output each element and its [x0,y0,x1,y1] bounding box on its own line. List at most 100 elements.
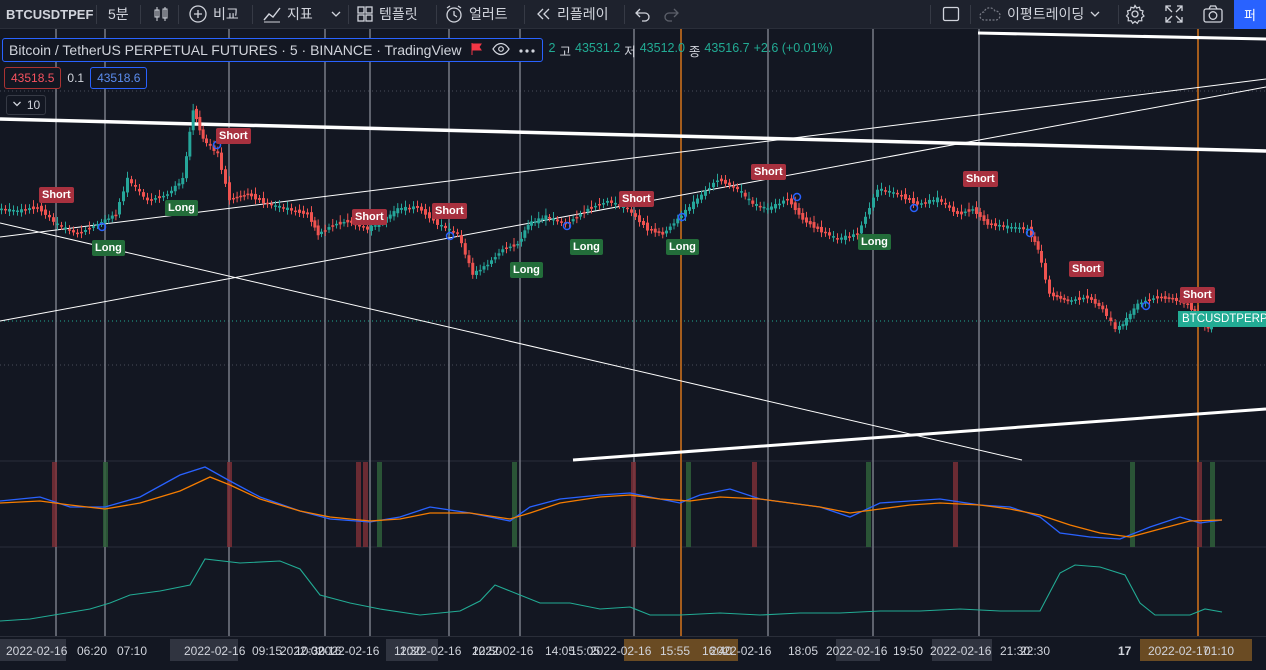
candle-body [505,247,508,249]
time-tick-label: 2022-02-16 [400,644,462,658]
candle-body [732,186,735,188]
candle-body [526,224,530,230]
candle-body [665,230,668,234]
long-signal-label: Long [92,240,125,256]
candle-body [316,225,320,236]
candle-body [708,187,711,190]
candle-body [848,236,851,238]
alert-label: 얼러트 [469,6,508,22]
indicators-collapse-toggle[interactable]: 10 [6,95,46,115]
symbol-search-button[interactable]: BTCUSDTPEF [6,0,93,28]
candle-body [832,236,835,238]
time-tick-label: 16:40 [702,644,733,658]
candle-body [258,198,261,200]
sell-button[interactable]: 43518.5 [4,67,62,89]
alert-button[interactable]: 얼러트 [444,0,508,28]
flag-icon[interactable] [470,42,484,59]
candle-body [598,203,601,206]
candle-body [350,220,353,223]
toolbar-divider [524,5,525,24]
candle-body [680,215,683,218]
compare-label: 비교 [213,6,239,22]
candle-body [736,186,739,190]
candle-body [720,178,723,182]
candle-body [892,192,895,194]
symbol-legend-box[interactable]: Bitcoin / TetherUS PERPETUAL FUTURES · 5… [2,38,543,62]
candle-body [1018,227,1021,230]
candle-body [728,182,731,186]
layout-name-button[interactable]: 이평트레이딩 [978,0,1101,28]
candle-body [1097,302,1101,307]
signal-bar [752,462,757,547]
candle-body [392,211,396,217]
candle-body [362,226,365,228]
replay-button[interactable]: 리플레이 [534,0,609,28]
high-label: 고 [559,44,572,59]
indicators-button[interactable]: 지표 [262,0,313,28]
time-tick-label: 22:30 [1020,644,1051,658]
candle-body [290,208,293,211]
candle-body [1093,298,1097,304]
candle-body [912,198,915,204]
eye-icon[interactable] [491,42,510,59]
time-tick-label: 2022-02-16 [472,644,534,658]
candle-body [960,211,963,215]
candle-body [1163,296,1167,299]
toolbar-divider [930,5,931,24]
candle-body [154,198,157,200]
candle-body [170,190,173,194]
candle-body [1055,294,1059,298]
last-price-symbol-tag: BTCUSDTPERP [1178,311,1266,327]
candle-body [824,231,827,234]
candle-body [36,207,39,209]
candle-body [424,209,427,215]
signal-marker [792,192,802,202]
candle-body [1082,297,1085,300]
layout-icon[interactable] [942,0,960,28]
candle-body [52,217,55,222]
camera-icon[interactable] [1202,0,1224,28]
candle-body [122,191,125,202]
candle-body [412,206,415,210]
candle-body [408,207,411,210]
compare-button[interactable]: 비교 [188,0,239,28]
candle-body [672,223,676,226]
candle-body [1167,297,1171,299]
candle-body [313,220,317,228]
candle-body [1148,299,1151,302]
candle-body [436,219,439,225]
candle-body [638,215,641,223]
candle-body [181,178,185,185]
redo-icon[interactable] [662,0,680,28]
fullscreen-icon[interactable] [1164,0,1184,28]
candle-body [1033,236,1037,242]
symbol-label: BTCUSDTPEF [6,6,94,22]
trend-line-thick [572,407,1266,462]
chart-canvas[interactable] [0,29,1266,636]
undo-icon[interactable] [634,0,652,28]
candle-body [786,198,789,201]
candle-body [1062,297,1066,300]
candle-body [634,213,637,217]
chevron-down-icon[interactable] [330,0,342,28]
publish-button[interactable]: 퍼 [1234,0,1266,29]
more-icon[interactable] [518,43,536,57]
candle-body [868,208,871,215]
candle-body [1118,325,1121,330]
candle-body [103,219,107,223]
candle-body [323,230,327,232]
candle-body [1186,303,1190,305]
chart-pane[interactable]: Bitcoin / TetherUS PERPETUAL FUTURES · 5… [0,29,1266,636]
candle-body [932,200,935,202]
time-axis[interactable]: 2022-02-16 06:20 2022-02-16 07:10 2022-02-16… [0,636,1266,670]
buy-button[interactable]: 43518.6 [90,67,148,89]
interval-button[interactable]: 5분 [108,0,129,28]
candle-body [126,177,129,193]
trend-line [0,222,1023,461]
templates-button[interactable]: 템플릿 [356,0,418,28]
chart-type-button[interactable] [152,0,170,28]
candle-body [490,260,493,264]
gear-icon[interactable] [1124,0,1146,28]
toolbar-divider [348,5,349,24]
candle-body [370,225,373,231]
